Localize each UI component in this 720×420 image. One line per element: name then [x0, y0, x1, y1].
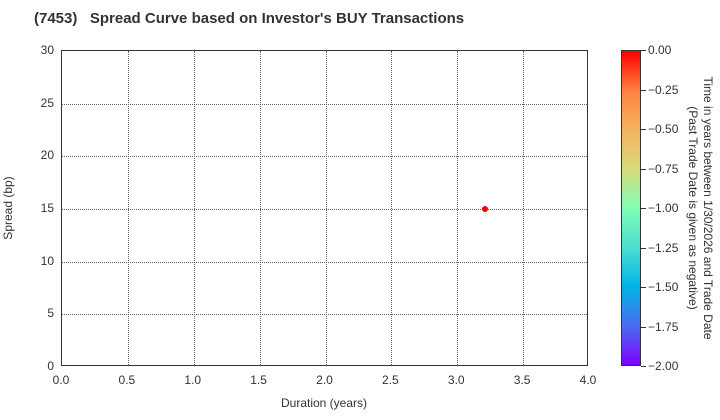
y-gridline [62, 314, 587, 316]
y-tick-label: 0 [47, 359, 54, 373]
colorbar-tick-label: −0.50 [648, 122, 679, 136]
colorbar-tick-label: −1.75 [648, 319, 679, 334]
plot-area [61, 50, 588, 366]
colorbar-tick-mark [641, 366, 646, 367]
y-tick-label: 10 [40, 253, 54, 268]
x-tick-label: 4.0 [579, 373, 597, 387]
y-tick-label: 25 [40, 95, 54, 110]
x-axis-label: Duration (years) [280, 396, 368, 410]
y-gridline [62, 103, 587, 105]
x-gridline [391, 51, 393, 365]
y-tick-label: 20 [40, 148, 54, 163]
x-tick-label: 0.0 [52, 373, 70, 387]
x-tick-label: 3.5 [513, 373, 531, 387]
x-tick-label: 3.0 [447, 373, 465, 387]
colorbar-tick-label: 0.00 [648, 43, 672, 57]
colorbar-tick-label: −0.75 [648, 161, 679, 176]
x-gridline [127, 51, 129, 365]
x-gridline [325, 51, 327, 365]
colorbar-tick-label: −2.00 [648, 359, 679, 373]
data-point[interactable] [481, 206, 488, 212]
y-gridline [62, 261, 587, 263]
colorbar-tick-mark [641, 168, 646, 170]
colorbar-tick-mark [641, 89, 646, 91]
x-gridline [523, 51, 525, 365]
y-gridline [62, 156, 587, 158]
colorbar-tick-label: −0.25 [648, 82, 679, 97]
x-gridline [457, 51, 459, 365]
x-tick-label: 1.5 [250, 373, 267, 387]
x-tick-label: 0.5 [118, 373, 136, 387]
colorbar-tick-mark [641, 287, 646, 288]
colorbar-tick-mark [641, 326, 646, 328]
x-tick-label: 1.0 [184, 373, 202, 387]
y-gridline [62, 209, 587, 210]
colorbar-tick-mark [641, 129, 646, 130]
colorbar-tick-mark [641, 50, 646, 51]
colorbar-tick-mark [641, 208, 646, 209]
colorbar-label: Time in years between 1/30/2026 and Trad… [686, 76, 715, 340]
colorbar-tick-mark [641, 247, 646, 249]
x-gridline [259, 51, 261, 365]
colorbar-tick-label: −1.25 [648, 240, 679, 255]
y-tick-label: 15 [40, 201, 54, 215]
colorbar-tick-label: −1.50 [648, 280, 679, 294]
colorbar [621, 50, 641, 366]
x-gridline [193, 51, 195, 365]
colorbar-tick-label: −1.00 [648, 201, 679, 215]
x-tick-label: 2.0 [316, 373, 333, 387]
y-tick-label: 30 [40, 43, 54, 57]
y-tick-label: 5 [47, 306, 54, 321]
chart-title: (7453) Spread Curve based on Investor's … [34, 10, 465, 27]
x-tick-label: 2.5 [382, 373, 399, 387]
